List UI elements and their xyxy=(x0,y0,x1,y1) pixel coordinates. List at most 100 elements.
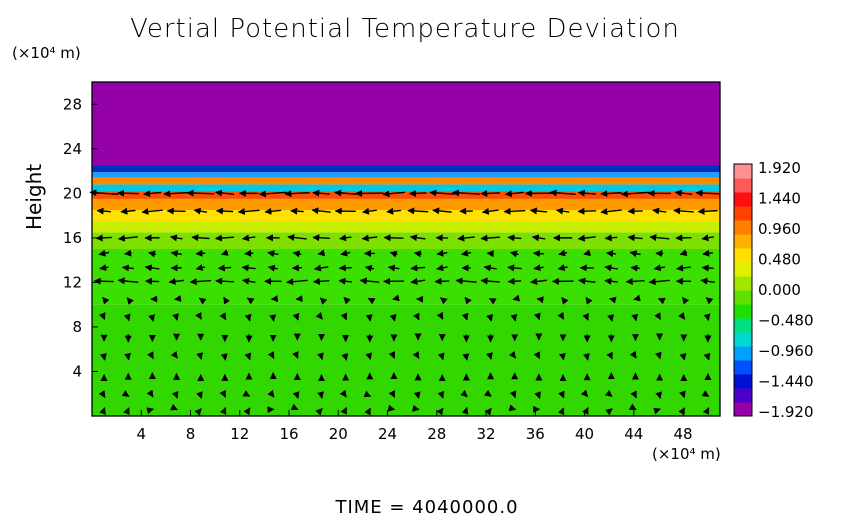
heatmap-band-10 xyxy=(92,165,720,173)
wind-arrow xyxy=(196,352,204,360)
wind-arrow xyxy=(189,278,212,286)
wind-arrow xyxy=(488,297,497,305)
wind-arrow xyxy=(434,277,450,285)
x-tick-label: 4 xyxy=(136,425,146,443)
wind-arrow xyxy=(338,264,352,272)
wind-arrow xyxy=(437,390,445,399)
colorbar-tick-label: 1.440 xyxy=(758,190,801,208)
wind-arrow xyxy=(315,311,323,320)
wind-arrow xyxy=(219,389,227,398)
wind-arrow xyxy=(504,190,524,198)
colorbar-tick-label: −1.920 xyxy=(758,403,814,421)
wind-arrow xyxy=(582,406,589,415)
wind-arrow xyxy=(219,406,227,415)
wind-arrow xyxy=(702,249,713,257)
wind-arrow xyxy=(480,277,500,285)
wind-arrow xyxy=(121,390,130,397)
wind-arrow xyxy=(630,390,637,399)
wind-arrow xyxy=(286,278,308,286)
wind-arrow xyxy=(267,351,275,359)
wind-arrow xyxy=(241,277,256,285)
wind-arrow xyxy=(410,277,426,285)
wind-arrow xyxy=(412,351,420,359)
wind-arrow xyxy=(486,314,494,322)
wind-arrow xyxy=(267,250,279,258)
chart-title: Vertial Potential Temperature Deviation xyxy=(130,14,680,44)
wind-arrow xyxy=(701,264,714,272)
wind-arrow xyxy=(608,296,617,304)
wind-arrow xyxy=(654,351,662,360)
wind-arrow xyxy=(361,234,378,242)
colorbar-frame xyxy=(733,163,753,417)
heatmap-band-4 xyxy=(92,210,720,222)
wind-arrow xyxy=(633,294,641,302)
wind-arrow xyxy=(317,249,326,257)
wind-arrow xyxy=(148,250,157,258)
wind-arrow xyxy=(436,407,444,416)
wind-arrow xyxy=(628,403,637,411)
wind-arrow xyxy=(292,351,299,359)
wind-arrow xyxy=(631,313,639,322)
colorbar-segment xyxy=(734,346,752,361)
wind-arrow xyxy=(124,249,132,257)
heatmap-band-11 xyxy=(92,82,720,166)
wind-arrow xyxy=(605,408,613,416)
wind-arrow xyxy=(530,278,547,285)
colorbar-segment xyxy=(734,290,752,305)
wind-arrow xyxy=(242,390,251,397)
wind-arrow xyxy=(147,351,154,360)
wind-arrow xyxy=(144,264,160,272)
wind-arrow xyxy=(121,264,134,272)
wind-arrow xyxy=(703,313,711,322)
heatmap-band-8 xyxy=(92,177,720,185)
wind-arrow xyxy=(503,207,526,215)
wind-arrow xyxy=(600,190,622,198)
wind-arrow xyxy=(364,264,375,272)
wind-arrow xyxy=(484,407,492,416)
wind-arrow xyxy=(558,390,565,399)
wind-arrow xyxy=(89,189,119,197)
colorbar-segment xyxy=(734,318,752,333)
wind-arrow xyxy=(117,234,138,242)
wind-arrow xyxy=(146,389,154,398)
wind-arrow xyxy=(362,207,377,215)
wind-arrow xyxy=(340,312,348,321)
wind-arrow xyxy=(681,296,690,305)
wind-arrow xyxy=(606,351,613,360)
wind-arrow xyxy=(388,351,396,359)
colorbar-tick-label: 1.920 xyxy=(758,159,801,177)
wind-arrow xyxy=(585,296,593,305)
wind-arrow xyxy=(452,189,481,197)
wind-arrow xyxy=(241,234,256,242)
wind-arrow xyxy=(577,207,597,215)
wind-arrow xyxy=(627,207,643,215)
wind-arrow xyxy=(413,312,420,321)
wind-arrow xyxy=(170,350,178,359)
wind-arrow xyxy=(703,352,711,361)
x-tick-label: 48 xyxy=(674,425,693,443)
wind-arrow xyxy=(196,391,203,399)
wind-arrow xyxy=(392,294,400,302)
wind-arrow xyxy=(534,312,541,321)
wind-arrow xyxy=(549,189,576,197)
heatmap-band-5 xyxy=(92,198,720,211)
wind-arrow xyxy=(407,207,429,215)
colorbar-segment xyxy=(734,374,752,389)
wind-arrow xyxy=(246,297,255,305)
wind-arrow xyxy=(311,207,331,215)
wind-arrow xyxy=(102,296,110,305)
wind-arrow xyxy=(186,189,215,197)
wind-arrow xyxy=(172,313,179,321)
wind-arrow xyxy=(461,249,472,257)
wind-arrow xyxy=(534,391,541,400)
wind-arrow xyxy=(214,234,235,242)
wind-arrow xyxy=(258,190,287,198)
wind-arrow xyxy=(629,350,637,359)
wind-arrow xyxy=(583,249,591,257)
wind-arrow xyxy=(461,312,469,321)
wind-arrow xyxy=(195,249,206,257)
colorbar-segment xyxy=(734,402,752,417)
wind-arrow xyxy=(532,250,545,258)
x-tick-label: 32 xyxy=(476,425,495,443)
